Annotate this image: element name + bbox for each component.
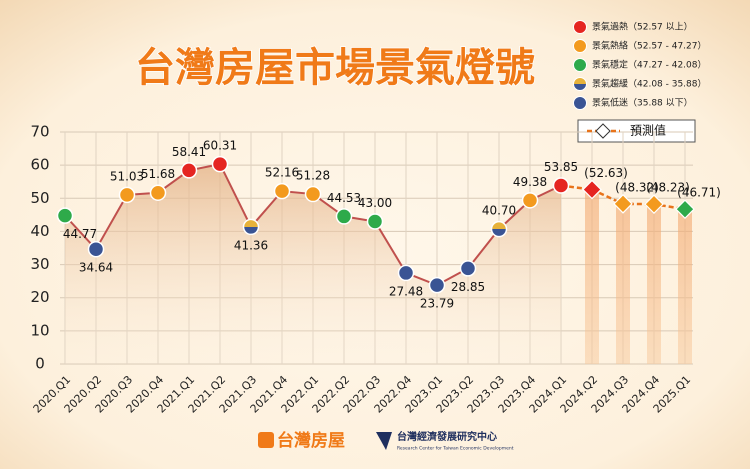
partner-name: 台灣經濟發展研究中心 [397,430,497,443]
signal-marker [273,182,291,200]
legend-label: 景氣趨緩（42.08 - 35.88） [592,78,707,90]
forecast-column [616,203,630,364]
data-label: 44.77 [63,227,97,241]
signal-marker [211,155,229,173]
data-label: 51.28 [296,169,330,183]
signal-marker [242,218,260,236]
data-label: (48.23) [646,181,690,195]
signal-marker [366,213,384,230]
signal-marker [56,207,74,224]
data-label: (46.71) [677,186,721,200]
signal-marker [149,184,167,201]
y-tick-label: 50 [30,189,49,207]
signal-marker [459,260,477,277]
signal-marker [335,208,353,225]
forecast-column [647,204,661,364]
data-label: 44.53 [327,191,361,205]
forecast-column [678,209,692,364]
forecast-legend-label: 預測值 [630,123,666,138]
data-label: 53.85 [544,160,578,174]
signal-marker [87,240,105,258]
data-label: 60.31 [203,139,237,153]
signal-marker [552,177,570,194]
signal-marker [304,185,322,203]
legend-swatch [573,39,587,53]
legend-swatch [573,96,587,110]
signal-marker [397,264,415,282]
data-label: 34.64 [79,261,113,275]
legend-swatch [573,58,587,72]
signal-marker [118,186,136,204]
data-label: 52.16 [265,166,299,180]
chart-title: 台灣房屋市場景氣燈號 [135,45,535,91]
forecast-marker [582,179,602,200]
data-label: 27.48 [389,284,423,298]
partner-name-en: Research Center for Taiwan Economic Deve… [397,446,514,452]
forecast-marker [644,194,664,215]
data-label: 23.79 [420,297,454,311]
area [65,164,561,364]
data-label: 58.41 [172,145,206,159]
data-label: 28.85 [451,280,485,294]
legend-swatch [573,20,587,34]
forecast-marker [613,194,633,214]
legend-label: 景氣熱絡（52.57 - 47.27） [592,40,707,52]
data-label: 43.00 [358,196,392,210]
signal-marker [521,192,539,209]
y-tick-label: 60 [30,156,49,174]
legend-swatch [573,77,587,91]
data-label: 49.38 [513,175,547,189]
partner-logo [376,432,392,450]
footer: 台灣房屋 台灣經濟發展研究中心 Research Center for Taiw… [258,430,514,452]
forecast-line [591,188,686,211]
y-tick-label: 40 [30,222,49,240]
data-label: 51.03 [110,169,144,183]
data-label: 51.68 [141,167,175,181]
data-label: 41.36 [234,238,268,252]
forecast-legend-marker [595,123,611,139]
y-tick-label: 20 [30,288,49,306]
data-label: 40.70 [482,204,516,218]
forecast-column [585,189,599,364]
brand-name: 台灣房屋 [277,430,345,451]
signal-marker [428,276,446,294]
data-label: (48.32) [615,180,659,194]
forecast-marker [675,199,695,220]
y-tick-label: 70 [30,123,49,141]
y-tick-label: 10 [30,321,49,339]
signal-marker [180,162,198,179]
y-tick-label: 30 [30,255,49,273]
y-tick-label: 0 [35,355,45,373]
legend-label: 景氣低迷（35.88 以下） [592,97,693,109]
data-label: (52.63) [584,166,628,180]
legend-label: 景氣過熱（52.57 以上） [592,21,693,33]
forecast-legend-box [577,119,696,143]
signal-marker [490,220,508,238]
legend-label: 景氣穩定（47.27 - 42.08） [592,59,707,71]
brand-logo [258,432,274,448]
